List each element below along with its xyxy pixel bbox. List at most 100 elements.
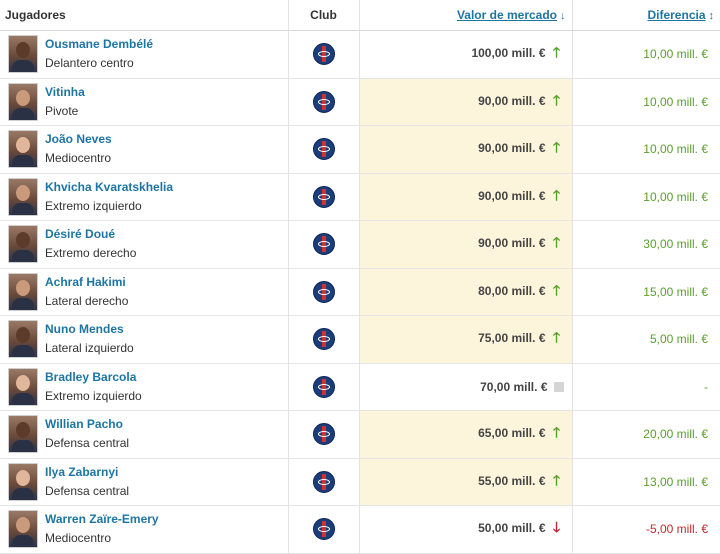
difference-sort-link[interactable]: Diferencia	[647, 8, 706, 22]
club-cell	[287, 78, 360, 126]
market-value: 75,00 mill. €	[478, 331, 546, 346]
player-name-link[interactable]: Nuno Mendes	[45, 322, 124, 337]
player-photo[interactable]	[8, 367, 38, 406]
player-name-link[interactable]: Warren Zaïre-Emery	[45, 512, 159, 527]
player-cell: Ousmane Dembélé Delantero centro	[0, 30, 288, 79]
club-cell	[287, 30, 360, 79]
market-value: 90,00 mill. €	[478, 236, 546, 251]
difference-cell: 5,00 mill. €	[571, 315, 720, 364]
club-cell	[287, 458, 360, 506]
player-cell: Achraf Hakimi Lateral derecho	[0, 268, 288, 316]
player-name-link[interactable]: Désiré Doué	[45, 227, 116, 242]
market-value-cell: 70,00 mill. €	[359, 363, 572, 411]
player-name-link[interactable]: Willian Pacho	[45, 417, 123, 432]
table-row: João Neves Mediocentro 90,00 mill. € 🡑 10,00…	[0, 125, 720, 174]
market-value: 100,00 mill. €	[471, 46, 546, 61]
arrow-down-icon[interactable]: ↓	[560, 10, 566, 22]
player-photo[interactable]	[8, 177, 38, 216]
arrow-down-icon: 🡓	[552, 519, 561, 536]
club-crest-icon[interactable]	[312, 90, 335, 113]
market-value-sort-link[interactable]: Valor de mercado	[456, 8, 557, 22]
player-position: Extremo derecho	[45, 246, 137, 261]
table-row: Achraf Hakimi Lateral derecho 80,00 mill. …	[0, 268, 720, 316]
player-position: Lateral derecho	[45, 293, 129, 308]
difference-value: 20,00 mill. €	[643, 427, 708, 442]
table-row: Vitinha Pivote 90,00 mill. € 🡑 10,00 mill. €	[0, 78, 720, 126]
club-crest-icon[interactable]	[312, 375, 335, 398]
player-photo[interactable]	[8, 82, 38, 121]
player-position: Mediocentro	[45, 151, 112, 166]
table-row: Warren Zaïre-Emery Mediocentro 50,00 mill.…	[0, 505, 720, 554]
player-photo[interactable]	[8, 35, 38, 74]
player-position: Lateral izquierdo	[45, 341, 134, 356]
player-photo[interactable]	[8, 130, 38, 169]
player-cell: Nuno Mendes Lateral izquierdo	[0, 315, 288, 364]
player-photo[interactable]	[8, 510, 38, 549]
players-column-header: Jugadores	[0, 0, 288, 31]
arrow-up-icon: 🡑	[552, 329, 561, 346]
player-cell: Bradley Barcola Extremo izquierdo	[0, 363, 288, 411]
club-cell	[287, 410, 360, 459]
arrow-up-icon: 🡑	[552, 139, 561, 156]
difference-value: -	[704, 379, 708, 394]
difference-value: 15,00 mill. €	[643, 284, 708, 299]
arrow-up-icon: 🡑	[552, 424, 561, 441]
player-name-link[interactable]: João Neves	[45, 132, 112, 147]
club-cell	[287, 268, 360, 316]
difference-cell: 10,00 mill. €	[571, 78, 720, 126]
difference-value: 13,00 mill. €	[643, 474, 708, 489]
club-crest-icon[interactable]	[312, 185, 335, 208]
player-photo[interactable]	[8, 320, 38, 359]
arrow-up-icon: 🡑	[552, 186, 561, 203]
club-crest-icon[interactable]	[312, 280, 335, 303]
market-value-column-header[interactable]: Valor de mercado ↓	[359, 0, 572, 31]
player-position: Extremo izquierdo	[45, 198, 142, 213]
market-value-cell: 90,00 mill. € 🡑	[359, 125, 572, 174]
market-value-cell: 75,00 mill. € 🡑	[359, 315, 572, 364]
club-crest-icon[interactable]	[312, 138, 335, 161]
market-value: 65,00 mill. €	[478, 426, 546, 441]
difference-cell: 13,00 mill. €	[571, 458, 720, 506]
club-crest-icon[interactable]	[312, 233, 335, 256]
difference-value: 10,00 mill. €	[643, 189, 708, 204]
player-photo[interactable]	[8, 462, 38, 501]
player-cell: Désiré Doué Extremo derecho	[0, 220, 288, 269]
player-photo[interactable]	[8, 272, 38, 311]
arrow-up-icon: 🡑	[552, 471, 561, 488]
club-crest-icon[interactable]	[312, 43, 335, 66]
sort-updown-icon[interactable]: ↕	[708, 10, 715, 22]
player-position: Delantero centro	[45, 56, 134, 71]
club-cell	[287, 315, 360, 364]
difference-cell: 10,00 mill. €	[571, 173, 720, 221]
club-crest-icon[interactable]	[312, 518, 335, 541]
arrow-up-icon: 🡑	[552, 234, 561, 251]
difference-cell: 10,00 mill. €	[571, 125, 720, 174]
arrow-up-icon: 🡑	[552, 281, 561, 298]
player-photo[interactable]	[8, 225, 38, 264]
player-position: Extremo izquierdo	[45, 388, 142, 403]
difference-column-header[interactable]: Diferencia ↕	[571, 0, 720, 31]
club-crest-icon[interactable]	[312, 470, 335, 493]
market-value-cell: 90,00 mill. € 🡑	[359, 220, 572, 269]
player-name-link[interactable]: Achraf Hakimi	[45, 274, 126, 289]
difference-cell: -	[571, 363, 720, 411]
player-photo[interactable]	[8, 415, 38, 454]
player-cell: Ilya Zabarnyi Defensa central	[0, 458, 288, 506]
difference-value: 30,00 mill. €	[643, 237, 708, 252]
player-position: Defensa central	[45, 483, 130, 498]
club-cell	[287, 363, 360, 411]
table-row: Ousmane Dembélé Delantero centro 100,00 mi…	[0, 30, 720, 79]
table-row: Ilya Zabarnyi Defensa central 55,00 mill. …	[0, 458, 720, 506]
table-row: Désiré Doué Extremo derecho 90,00 mill. € 🡑…	[0, 220, 720, 269]
player-name-link[interactable]: Ousmane Dembélé	[45, 37, 154, 52]
market-value: 80,00 mill. €	[478, 283, 546, 298]
arrow-up-icon: 🡑	[552, 44, 561, 61]
player-name-link[interactable]: Khvicha Kvaratskhelia	[45, 179, 174, 194]
club-crest-icon[interactable]	[312, 328, 335, 351]
table-row: Nuno Mendes Lateral izquierdo 75,00 mill. …	[0, 315, 720, 364]
player-name-link[interactable]: Vitinha	[45, 84, 85, 99]
club-crest-icon[interactable]	[312, 423, 335, 446]
table-row: Willian Pacho Defensa central 65,00 mill. …	[0, 410, 720, 459]
player-name-link[interactable]: Ilya Zabarnyi	[45, 464, 119, 479]
player-name-link[interactable]: Bradley Barcola	[45, 369, 137, 384]
